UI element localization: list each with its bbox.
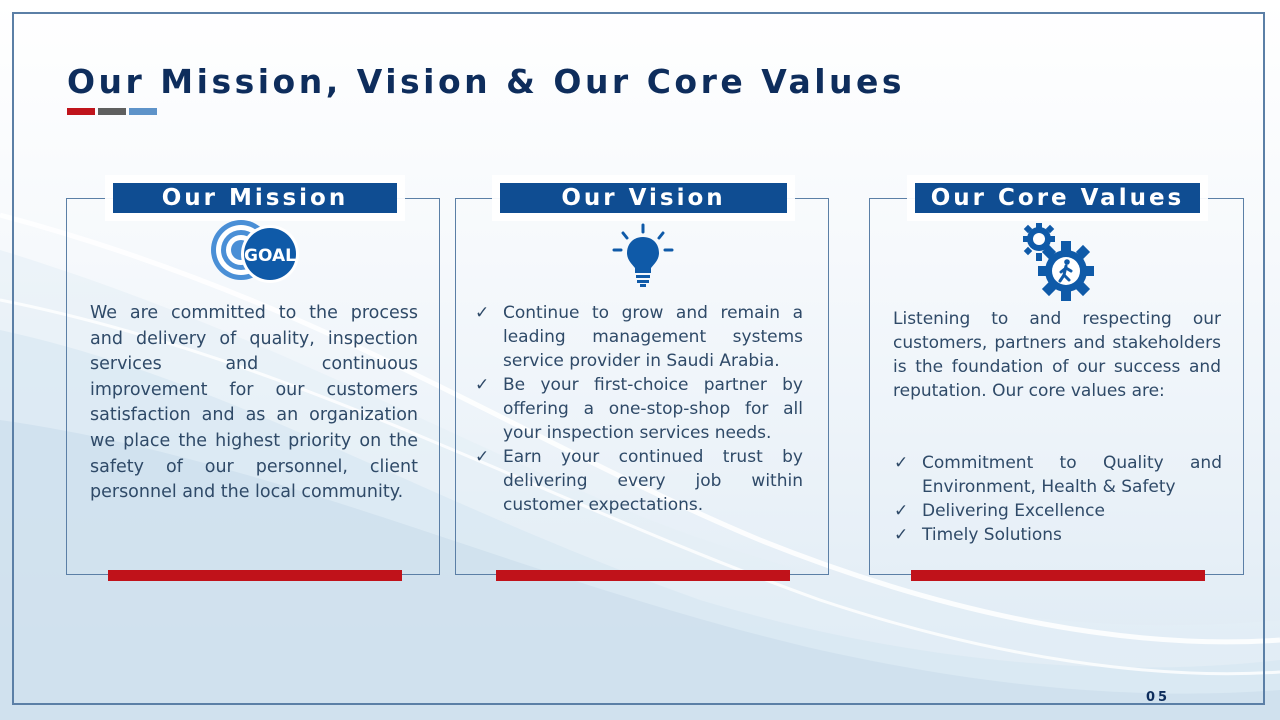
list-item: Timely Solutions <box>892 523 1222 547</box>
list-item: Be your first-choice partner by offering… <box>473 373 803 445</box>
goal-icon-label: GOAL <box>244 246 296 266</box>
core-values-card: Our Core Values <box>869 183 1244 581</box>
accent-bar-red <box>67 108 95 115</box>
list-item: Earn your continued trust by delivering … <box>473 445 803 517</box>
list-item: Commitment to Quality and Environment, H… <box>892 451 1222 499</box>
list-item: Delivering Excellence <box>892 499 1222 523</box>
vision-footer-bar <box>496 570 790 581</box>
mission-card: Our Mission GOAL We are committed to the… <box>66 183 440 581</box>
accent-bar-blue <box>129 108 157 115</box>
goal-target-icon: GOAL <box>211 220 299 283</box>
vision-card: Our Vision Continue to grow and remain a… <box>455 183 829 581</box>
page-title: Our Mission, Vision & Our Core Values <box>67 62 906 101</box>
title-accent-bars <box>67 108 167 115</box>
mission-text: We are committed to the process and deli… <box>90 303 418 503</box>
vision-list: Continue to grow and remain a leading ma… <box>473 301 803 517</box>
core-values-list: Commitment to Quality and Environment, H… <box>892 451 1222 547</box>
lightbulb-icon <box>612 223 674 287</box>
gears-person-icon <box>1023 223 1094 301</box>
slide-frame <box>12 12 1265 705</box>
core-values-header: Our Core Values <box>915 183 1200 213</box>
mission-header: Our Mission <box>113 183 397 213</box>
mission-footer-bar <box>108 570 402 581</box>
vision-header: Our Vision <box>500 183 787 213</box>
core-values-footer-bar <box>911 570 1205 581</box>
accent-bar-gray <box>98 108 126 115</box>
list-item: Continue to grow and remain a leading ma… <box>473 301 803 373</box>
page-number: 05 <box>1146 690 1171 705</box>
core-values-intro: Listening to and respecting our customer… <box>893 309 1221 401</box>
